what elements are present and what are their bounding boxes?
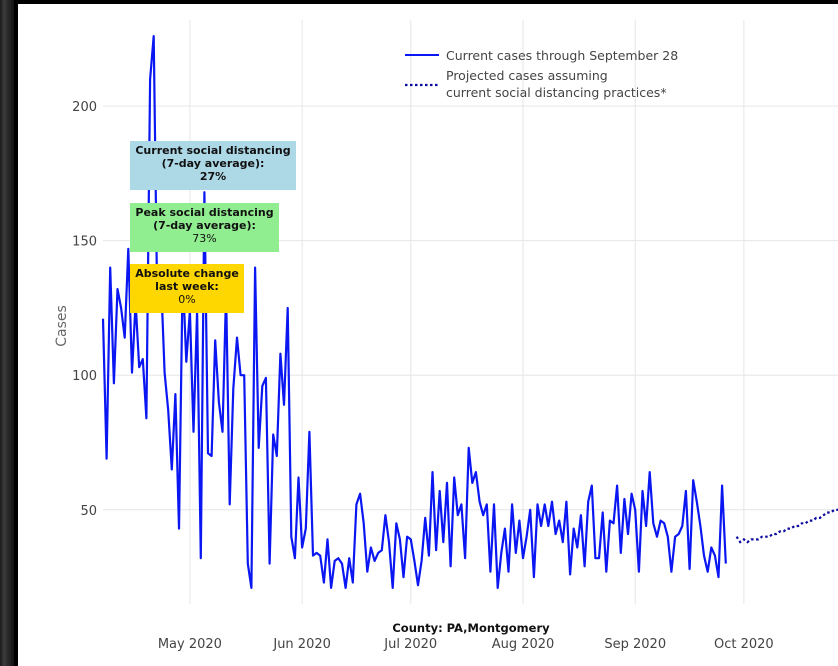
weekly-change-title: Absolute change last week: — [135, 267, 239, 293]
weekly-change-value: 0% — [178, 293, 196, 306]
current-distancing-value: 27% — [199, 170, 227, 183]
x-tick-label: Jul 2020 — [383, 637, 437, 652]
y-tick-label: 50 — [80, 504, 97, 519]
x-tick-label: Oct 2020 — [714, 637, 774, 652]
y-tick-label: 200 — [72, 100, 97, 115]
y-axis-ticks: 50 100 150 200 — [72, 100, 97, 519]
x-tick-label: Jun 2020 — [272, 637, 331, 652]
peak-distancing-badge: Peak social distancing (7-day average): 7… — [130, 203, 279, 252]
county-label: County: PA,Montgomery — [392, 621, 550, 635]
current-distancing-badge: Current social distancing (7-day average)… — [130, 141, 296, 190]
legend: Current cases through September 28 Proje… — [405, 48, 678, 100]
x-tick-label: Sep 2020 — [604, 637, 666, 652]
y-tick-label: 150 — [72, 235, 97, 250]
x-axis-ticks: May 2020 Jun 2020 Jul 2020 Aug 2020 Sep 2020… — [158, 637, 774, 652]
x-tick-label: Aug 2020 — [492, 637, 555, 652]
window-frame-left — [0, 0, 14, 666]
weekly-change-badge: Absolute change last week: 0% — [130, 264, 244, 313]
series-line-current-cases — [101, 35, 727, 589]
y-axis-title: Cases — [54, 305, 70, 347]
legend-label-current: Current cases through September 28 — [446, 48, 678, 63]
series-line-projected-cases — [735, 508, 838, 544]
current-distancing-title: Current social distancing (7-day average)… — [135, 144, 291, 170]
x-tick-label: May 2020 — [158, 637, 222, 652]
peak-distancing-title: Peak social distancing (7-day average): — [135, 206, 274, 232]
legend-label-projected: Projected cases assuming current social … — [446, 68, 667, 100]
peak-distancing-value: 73% — [192, 232, 217, 245]
y-tick-label: 100 — [72, 369, 97, 384]
